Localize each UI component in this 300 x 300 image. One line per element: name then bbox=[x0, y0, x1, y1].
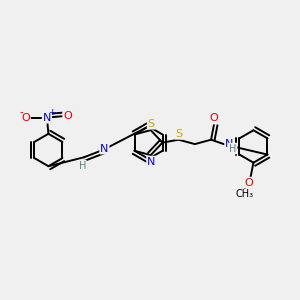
Text: H: H bbox=[229, 143, 236, 154]
Text: N: N bbox=[43, 112, 51, 123]
Text: S: S bbox=[148, 118, 155, 129]
Text: O: O bbox=[63, 111, 72, 121]
Text: O: O bbox=[21, 112, 30, 123]
Text: S: S bbox=[176, 129, 183, 139]
Text: N: N bbox=[100, 143, 109, 154]
Text: N: N bbox=[225, 139, 233, 148]
Text: H: H bbox=[79, 160, 86, 171]
Text: O: O bbox=[210, 113, 218, 124]
Text: O: O bbox=[245, 178, 254, 188]
Text: -: - bbox=[20, 107, 23, 117]
Text: +: + bbox=[49, 108, 56, 117]
Text: N: N bbox=[147, 157, 155, 166]
Text: CH₃: CH₃ bbox=[236, 190, 254, 200]
